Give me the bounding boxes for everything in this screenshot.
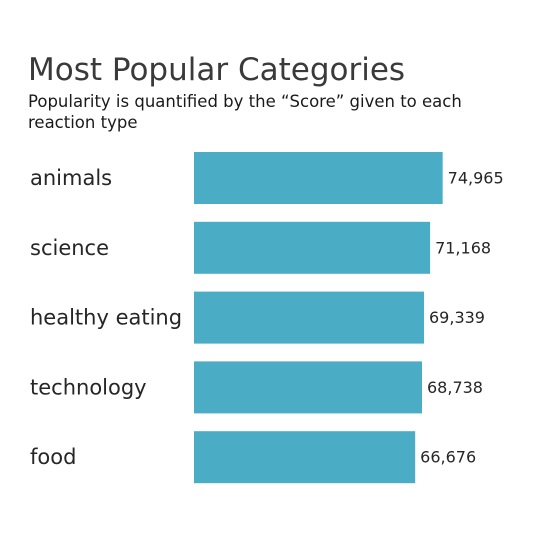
category-label: science	[30, 236, 109, 260]
category-label: healthy eating	[30, 306, 182, 330]
chart-title: Most Popular Categories	[28, 52, 406, 88]
bar-technology	[194, 361, 423, 414]
category-label: animals	[30, 166, 112, 190]
bar-healthy-eating	[194, 291, 425, 344]
value-label: 66,676	[420, 448, 476, 467]
category-label: food	[30, 445, 76, 469]
value-label: 69,339	[429, 308, 485, 327]
category-label: technology	[30, 375, 147, 399]
value-label: 71,168	[435, 238, 491, 257]
value-label: 74,965	[448, 169, 504, 188]
value-label: 68,738	[427, 378, 483, 397]
bar-food	[194, 431, 416, 484]
chart-subtitle: Popularity is quantified by the “Score” …	[28, 92, 462, 132]
bar-animals	[194, 152, 443, 204]
bar-science	[194, 221, 431, 274]
